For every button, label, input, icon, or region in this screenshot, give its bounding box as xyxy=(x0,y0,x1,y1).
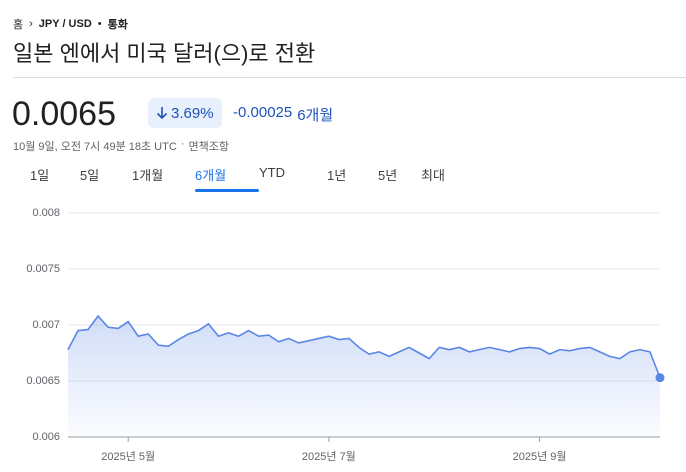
range-tab[interactable]: 1년 xyxy=(327,168,347,183)
x-tick-label: 2025년 5월 xyxy=(101,450,155,463)
pair[interactable]: JPY / USD xyxy=(38,18,92,30)
y-tick-label: 0.0075 xyxy=(26,263,60,275)
home-link[interactable]: 홈 xyxy=(13,19,24,31)
timestamp-line: 10월 9일, 오전 7시 49분 18초 UTC · 면책조항 xyxy=(13,138,229,154)
change-line: -0.00025 6개월 xyxy=(233,104,333,125)
range-tab[interactable]: 1일 xyxy=(30,168,50,183)
period: 6개월 xyxy=(297,107,334,124)
range-tab[interactable]: YTD xyxy=(259,165,285,180)
dot: • xyxy=(97,18,102,30)
end-point xyxy=(655,373,665,383)
divider xyxy=(13,77,686,78)
down-arrow xyxy=(156,107,168,120)
range-tab[interactable]: 5년 xyxy=(378,168,398,183)
change-badge: 3.69% xyxy=(148,98,222,128)
area xyxy=(68,316,660,437)
change-percent: 3.69% xyxy=(171,104,214,122)
timestamp: 10월 9일, 오전 7시 49분 18초 UTC xyxy=(13,141,177,153)
y-tick-label: 0.008 xyxy=(32,207,60,219)
dot: · xyxy=(180,138,185,150)
disclaimer[interactable]: 면책조항 xyxy=(188,141,229,153)
range-tab[interactable]: 최대 xyxy=(421,168,445,183)
y-tick-label: 0.006 xyxy=(32,431,60,443)
breadcrumb: 홈 › JPY / USD • 통화 xyxy=(13,16,128,32)
x-tick-label: 2025년 7월 xyxy=(302,450,356,463)
range-tab[interactable]: 6개월 xyxy=(195,165,259,192)
change: -0.00025 xyxy=(233,104,293,121)
range-tabs: 1일 5일 1개월 6개월 YTD 1년 5년 최대 xyxy=(30,165,461,192)
kind: 통화 xyxy=(107,19,128,31)
x-tick-label: 2025년 9월 xyxy=(513,450,567,463)
chevron: › xyxy=(29,18,33,30)
line xyxy=(67,314,661,378)
y-tick-label: 0.0065 xyxy=(26,375,60,387)
range-tab[interactable]: 5일 xyxy=(80,168,100,183)
y-tick-label: 0.007 xyxy=(32,319,60,331)
range-tab[interactable]: 1개월 xyxy=(132,168,164,183)
title: 일본 엔에서 미국 달러(으)로 전환 xyxy=(13,41,316,66)
price: 0.0065 xyxy=(12,95,116,133)
